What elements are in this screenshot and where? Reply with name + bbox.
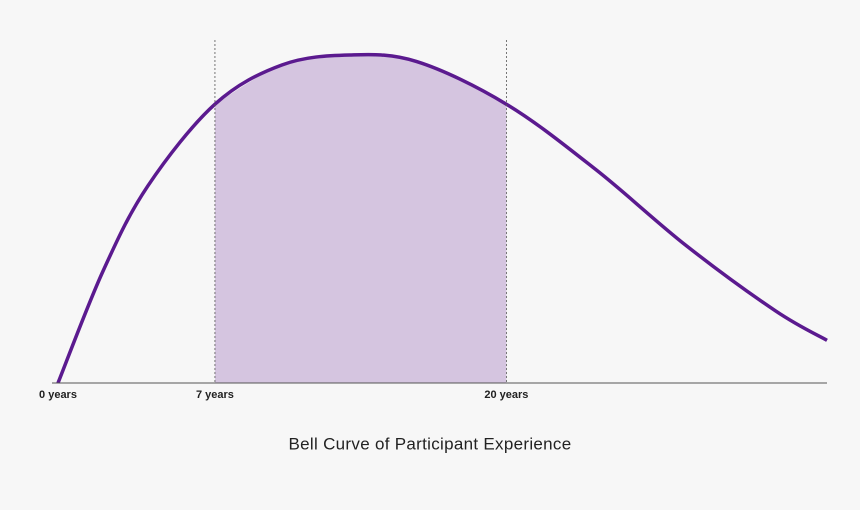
- chart-title: Bell Curve of Participant Experience: [289, 434, 572, 453]
- curve: [56, 52, 828, 384]
- x-tick-label: 20 years: [484, 389, 528, 401]
- shaded-area: [214, 54, 507, 384]
- x-tick-label: 0 years: [39, 389, 77, 401]
- x-tick-label: 7 years: [196, 389, 234, 401]
